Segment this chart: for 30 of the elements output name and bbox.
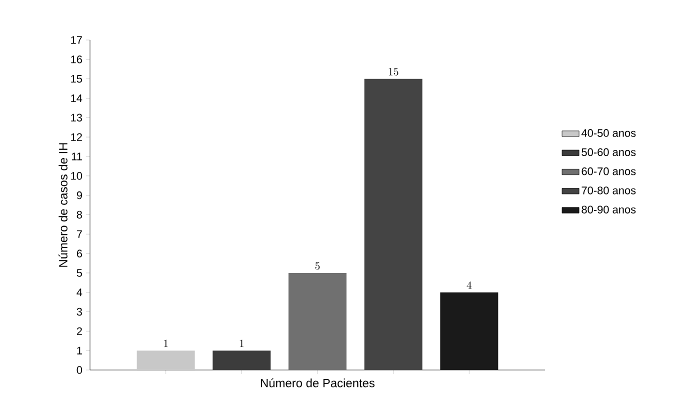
legend-label: 80-90 anos <box>582 206 636 214</box>
y-axis-title: Número de casos de IH <box>58 143 68 267</box>
data-label: 15 <box>388 68 398 76</box>
legend-label: 60-70 anos <box>582 167 636 176</box>
y-tick-label: 5 <box>76 269 82 277</box>
y-tick-label: 13 <box>71 114 82 122</box>
legend-label: 70-80 anos <box>582 186 636 194</box>
x-axis-title: Número de Pacientes <box>261 378 375 388</box>
legend-label: 40-50 anos <box>581 129 636 137</box>
y-tick-label: 10 <box>71 172 82 180</box>
y-tick-label: 1 <box>77 346 82 354</box>
y-tick-label: 6 <box>76 250 82 258</box>
y-tick-label: 4 <box>76 288 82 296</box>
data-label: 5 <box>315 262 320 270</box>
data-label: 1 <box>240 340 244 348</box>
y-tick-label: 12 <box>71 133 82 141</box>
y-tick-label: 8 <box>76 210 82 219</box>
y-tick-label: 0 <box>76 366 82 374</box>
y-tick-label: 2 <box>76 327 82 335</box>
y-tick-label: 15 <box>71 75 82 83</box>
y-tick-label: 17 <box>71 36 82 44</box>
y-tick-label: 14 <box>71 94 82 102</box>
y-tick-label: 11 <box>72 152 82 160</box>
y-tick-label: 7 <box>76 230 82 238</box>
legend-label: 50-60 anos <box>582 148 636 156</box>
y-tick-label: 3 <box>76 308 82 316</box>
data-label: 4 <box>466 281 472 289</box>
data-label: 1 <box>164 340 168 348</box>
y-tick-label: 9 <box>76 191 82 200</box>
y-tick-label: 16 <box>71 56 82 64</box>
